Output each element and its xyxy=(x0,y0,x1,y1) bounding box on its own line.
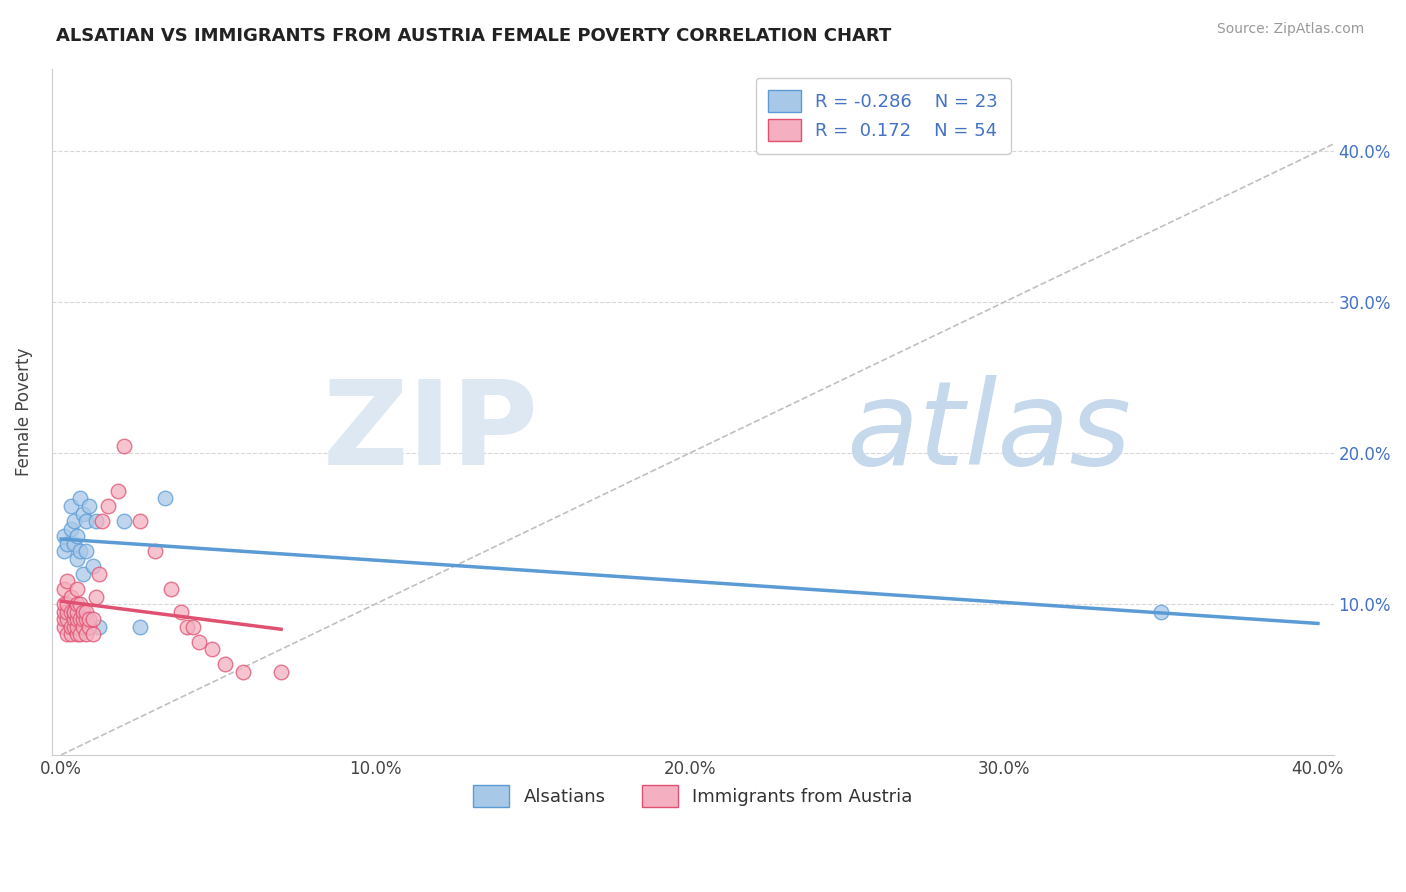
Point xyxy=(176,620,198,634)
Point xyxy=(75,627,97,641)
Point xyxy=(66,551,89,566)
Point xyxy=(66,605,89,619)
Point xyxy=(62,605,84,619)
Point xyxy=(79,499,101,513)
Point xyxy=(153,491,176,506)
Point xyxy=(87,566,110,581)
Point xyxy=(232,665,254,679)
Point xyxy=(160,582,183,596)
Point xyxy=(59,620,82,634)
Point xyxy=(66,620,89,634)
Point xyxy=(69,612,91,626)
Point xyxy=(59,522,82,536)
Point xyxy=(72,605,94,619)
Text: atlas: atlas xyxy=(846,376,1132,490)
Point xyxy=(53,544,76,558)
Point xyxy=(72,612,94,626)
Point xyxy=(56,605,79,619)
Point xyxy=(1150,605,1173,619)
Point xyxy=(56,627,79,641)
Point xyxy=(169,605,191,619)
Text: ZIP: ZIP xyxy=(323,375,538,490)
Point xyxy=(69,627,91,641)
Point xyxy=(53,605,76,619)
Point xyxy=(75,544,97,558)
Y-axis label: Female Poverty: Female Poverty xyxy=(15,348,32,476)
Point xyxy=(53,597,76,611)
Point xyxy=(66,582,89,596)
Point xyxy=(62,612,84,626)
Point xyxy=(66,597,89,611)
Point xyxy=(84,590,107,604)
Point xyxy=(107,483,129,498)
Point xyxy=(112,514,135,528)
Point xyxy=(82,612,104,626)
Point xyxy=(188,634,211,648)
Point xyxy=(66,612,89,626)
Point xyxy=(69,544,91,558)
Point xyxy=(270,665,292,679)
Point xyxy=(112,439,135,453)
Point xyxy=(66,529,89,543)
Point xyxy=(72,620,94,634)
Point xyxy=(62,537,84,551)
Point xyxy=(56,597,79,611)
Point xyxy=(75,605,97,619)
Text: ALSATIAN VS IMMIGRANTS FROM AUSTRIA FEMALE POVERTY CORRELATION CHART: ALSATIAN VS IMMIGRANTS FROM AUSTRIA FEMA… xyxy=(56,27,891,45)
Point xyxy=(53,612,76,626)
Point xyxy=(181,620,204,634)
Text: Source: ZipAtlas.com: Source: ZipAtlas.com xyxy=(1216,22,1364,37)
Point xyxy=(87,620,110,634)
Point xyxy=(145,544,167,558)
Point xyxy=(69,491,91,506)
Point xyxy=(72,566,94,581)
Point xyxy=(53,620,76,634)
Point xyxy=(128,514,150,528)
Point xyxy=(84,514,107,528)
Point xyxy=(75,612,97,626)
Point xyxy=(69,597,91,611)
Point xyxy=(214,657,236,672)
Point xyxy=(59,605,82,619)
Point xyxy=(56,574,79,589)
Point xyxy=(82,559,104,574)
Point xyxy=(53,529,76,543)
Point xyxy=(62,605,84,619)
Point xyxy=(66,627,89,641)
Point xyxy=(97,499,120,513)
Legend: Alsatians, Immigrants from Austria: Alsatians, Immigrants from Austria xyxy=(465,778,920,814)
Point xyxy=(72,507,94,521)
Point xyxy=(59,590,82,604)
Point xyxy=(128,620,150,634)
Point xyxy=(82,627,104,641)
Point xyxy=(53,582,76,596)
Point xyxy=(56,537,79,551)
Point xyxy=(79,612,101,626)
Point xyxy=(56,612,79,626)
Point xyxy=(62,514,84,528)
Point xyxy=(91,514,114,528)
Point xyxy=(59,627,82,641)
Point xyxy=(201,642,224,657)
Point xyxy=(75,514,97,528)
Point xyxy=(62,620,84,634)
Point xyxy=(59,499,82,513)
Point xyxy=(79,620,101,634)
